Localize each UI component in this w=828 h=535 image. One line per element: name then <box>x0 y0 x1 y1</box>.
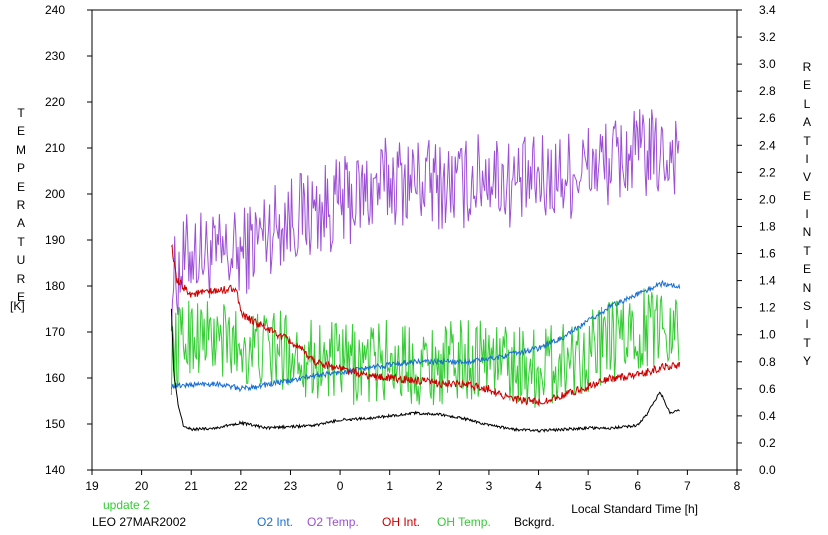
series-line-o2-temp <box>170 109 680 332</box>
y-right-tick-label: 1.2 <box>759 301 776 315</box>
y-left-tick-label: 220 <box>45 95 65 109</box>
y-left-tick-label: 140 <box>45 463 65 477</box>
x-tick-label: 0 <box>337 479 344 493</box>
right-axis-title-letter: T <box>803 243 811 258</box>
y-right-tick-label: 0.2 <box>759 436 776 450</box>
left-axis-title-letter: T <box>17 106 25 120</box>
y-left-tick-label: 180 <box>45 279 65 293</box>
right-axis-title-letter: E <box>802 262 811 277</box>
y-right-tick-label: 0.8 <box>759 355 776 369</box>
y-left-tick-label: 150 <box>45 417 65 431</box>
y-right-tick-label: 0.0 <box>759 463 776 477</box>
x-tick-label: 20 <box>135 479 149 493</box>
left-axis-title-letter: T <box>17 234 25 249</box>
y-right-tick-label: 0.4 <box>759 409 776 423</box>
y-left-tick-label: 200 <box>45 187 65 201</box>
right-axis-title-letter: I <box>805 207 809 221</box>
y-right-tick-label: 1.4 <box>759 274 776 288</box>
right-axis-title-letter: T <box>803 335 811 350</box>
legend-o2-temp: O2 Temp. <box>307 515 359 529</box>
x-tick-label: 6 <box>634 479 641 493</box>
y-right-tick-label: 1.8 <box>759 219 776 233</box>
y-left-tick-label: 240 <box>45 3 65 17</box>
y-left-tick-label: 160 <box>45 371 65 385</box>
y-left-tick-label: 190 <box>45 233 65 247</box>
y-right-tick-label: 2.2 <box>759 165 776 179</box>
right-axis-title-letter: S <box>802 299 811 314</box>
legend-background: Bckgrd. <box>514 515 555 529</box>
right-axis-title-letter: I <box>805 152 809 167</box>
left-axis-title-letter: P <box>16 161 25 176</box>
x-axis: 19 20 21 22 23 0 1 2 3 4 5 6 7 8 <box>85 470 741 493</box>
right-axis-title-letter: I <box>805 317 809 332</box>
x-tick-label: 2 <box>436 479 443 493</box>
x-tick-label: 22 <box>234 479 248 493</box>
x-tick-label: 5 <box>585 479 592 493</box>
y-left-tick-label: 210 <box>45 141 65 155</box>
right-axis-title-letter: E <box>802 188 811 203</box>
left-axis-title-letter: E <box>16 179 25 194</box>
left-y-axis: 140 150 160 170 180 190 200 210 220 230 240 <box>45 3 92 477</box>
left-axis-title-letter: A <box>16 216 25 231</box>
series-line-oh-int <box>170 244 681 406</box>
x-tick-label: 1 <box>386 479 393 493</box>
right-axis-title-letter: R <box>802 60 812 74</box>
x-tick-label: 19 <box>85 479 99 493</box>
station-date: LEO 27MAR2002 <box>92 515 187 529</box>
y-left-tick-label: 230 <box>45 49 65 63</box>
right-axis-title-letter: Y <box>802 354 811 369</box>
x-tick-label: 3 <box>486 479 493 493</box>
legend-o2-int: O2 Int. <box>257 515 294 529</box>
series-line-o2-int <box>170 279 681 393</box>
y-right-tick-label: 1.6 <box>759 247 776 261</box>
left-axis-title-letter: U <box>16 253 26 268</box>
series-line-oh-temp <box>170 288 680 408</box>
series-line-bckgrd <box>170 308 680 433</box>
plot-border <box>91 9 738 471</box>
right-axis-title-letter: E <box>802 78 811 93</box>
right-y-axis: 0.0 0.2 0.4 0.6 0.8 1.0 1.2 1.4 1.6 1.8 2.0 2.2 2.4 2… <box>737 3 776 477</box>
x-axis-label: Local Standard Time [h] <box>571 502 698 516</box>
y-right-tick-label: 1.0 <box>759 328 776 342</box>
y-right-tick-label: 3.4 <box>759 3 776 17</box>
right-axis-title-letter: N <box>802 225 812 240</box>
legend-oh-temp: OH Temp. <box>437 515 491 529</box>
left-axis-title-letter: R <box>16 271 26 286</box>
y-right-tick-label: 0.6 <box>759 382 776 396</box>
right-axis-title-letter: A <box>802 115 811 130</box>
right-axis-title-letter: T <box>803 133 811 148</box>
y-right-tick-label: 2.6 <box>759 111 776 125</box>
legend-oh-int: OH Int. <box>382 515 421 529</box>
y-right-tick-label: 2.0 <box>759 192 776 206</box>
x-tick-label: 7 <box>684 479 691 493</box>
update-note: update 2 <box>103 498 150 512</box>
x-tick-label: 23 <box>284 479 298 493</box>
plot-frame <box>91 9 738 471</box>
series-layer <box>170 109 681 433</box>
y-right-tick-label: 3.0 <box>759 57 776 71</box>
left-axis-title-letter: E <box>16 124 25 139</box>
left-axis-title-letter: M <box>16 142 26 157</box>
x-tick-label: 4 <box>535 479 542 493</box>
left-axis-unit: [K] <box>10 299 25 313</box>
left-axis-title-letter: E <box>16 290 25 305</box>
x-tick-label: 8 <box>734 479 741 493</box>
y-left-tick-label: 170 <box>45 325 65 339</box>
y-right-tick-label: 2.8 <box>759 84 776 98</box>
y-right-tick-label: 3.2 <box>759 30 776 44</box>
y-right-tick-label: 2.4 <box>759 138 776 152</box>
right-axis-title-letter: V <box>802 170 811 185</box>
x-tick-label: 21 <box>185 479 199 493</box>
left-axis-title-letter: R <box>16 198 26 213</box>
right-axis-title-letter: L <box>803 96 811 111</box>
right-axis-title-letter: N <box>802 280 812 295</box>
